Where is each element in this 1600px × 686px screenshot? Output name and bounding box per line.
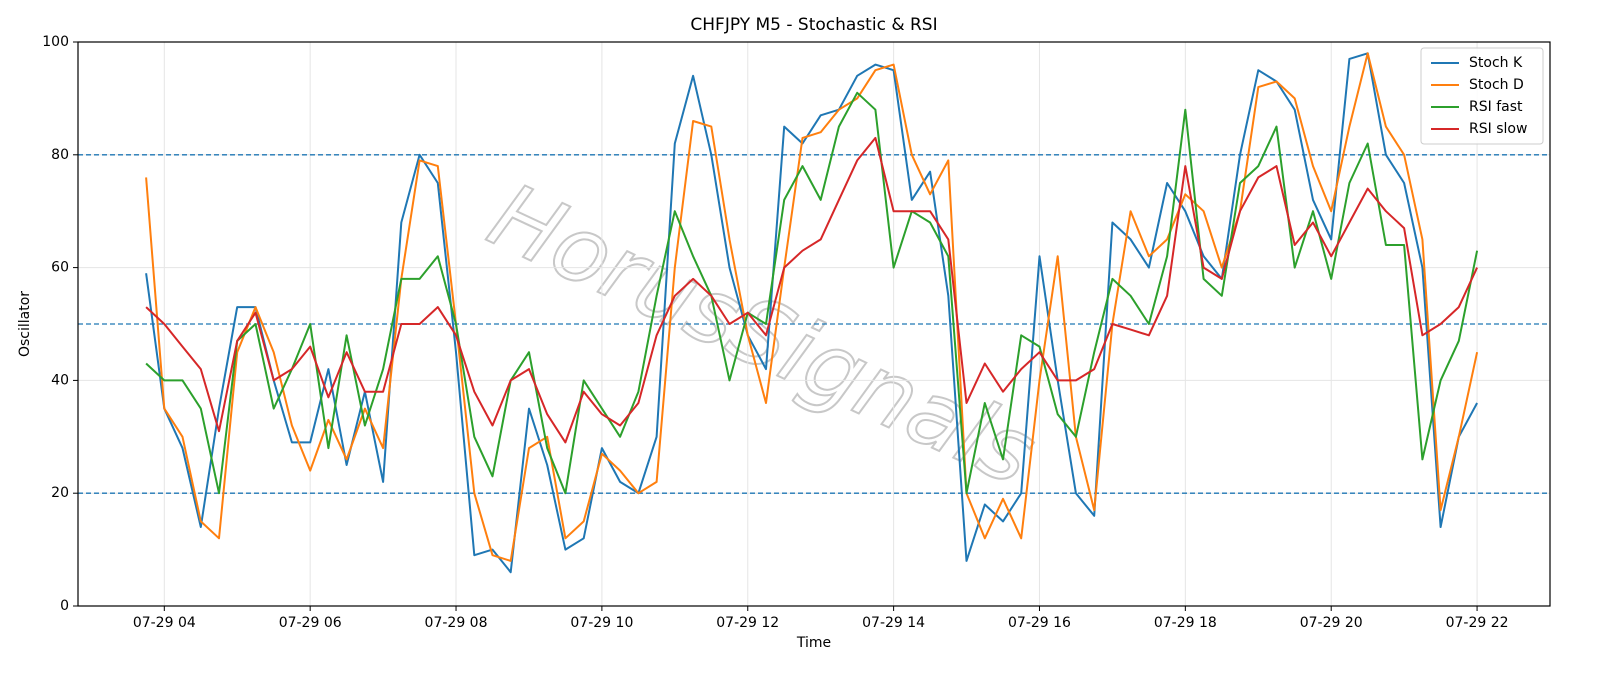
y-tick-label: 20 <box>51 485 69 501</box>
y-tick-label: 0 <box>60 598 69 614</box>
legend-label: Stoch D <box>1469 77 1524 93</box>
chart-title: CHFJPY M5 - Stochastic & RSI <box>690 15 937 35</box>
y-axis-label: Oscillator <box>17 291 33 357</box>
x-tick-label: 07-29 14 <box>862 615 925 631</box>
legend-box <box>1420 47 1544 145</box>
y-tick-label: 80 <box>51 147 69 163</box>
y-tick-label: 40 <box>51 372 69 388</box>
series-line <box>145 91 1479 495</box>
x-axis-label: Time <box>796 635 831 651</box>
y-tick-label: 60 <box>51 260 69 276</box>
x-tick-label: 07-29 08 <box>425 615 488 631</box>
x-tick-label: 07-29 20 <box>1300 615 1363 631</box>
series-line <box>145 52 1478 574</box>
plot-frame <box>77 41 1551 607</box>
series-line <box>145 136 1479 444</box>
x-tick-label: 07-29 10 <box>570 615 633 631</box>
x-tick-label: 07-29 04 <box>133 615 196 631</box>
y-tick-label: 100 <box>42 34 69 50</box>
legend-label: RSI slow <box>1469 121 1527 137</box>
x-tick-label: 07-29 18 <box>1154 615 1217 631</box>
legend-label: Stoch K <box>1469 55 1523 71</box>
x-tick-label: 07-29 16 <box>1008 615 1071 631</box>
x-tick-label: 07-29 22 <box>1446 615 1509 631</box>
legend-label: RSI fast <box>1469 99 1523 115</box>
x-tick-label: 07-29 06 <box>279 615 342 631</box>
x-tick-label: 07-29 12 <box>716 615 779 631</box>
